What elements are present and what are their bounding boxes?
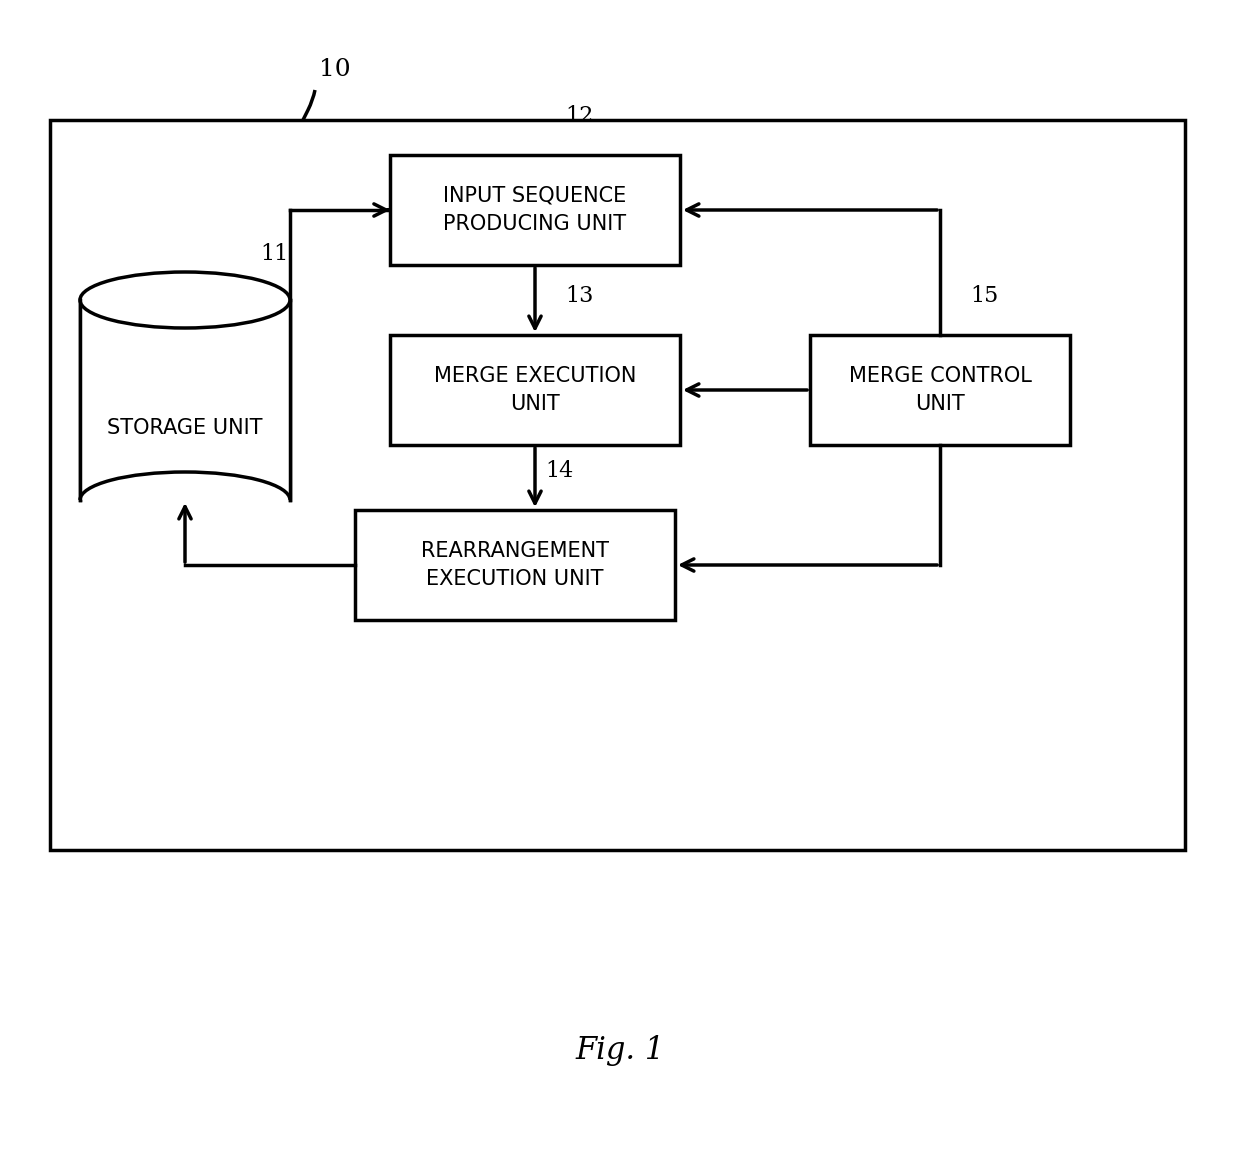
Bar (391, 336, 680, 445)
Bar (50, 120, 1185, 850)
Text: MERGE EXECUTION
UNIT: MERGE EXECUTION UNIT (434, 366, 636, 414)
Text: 14: 14 (546, 460, 573, 482)
Bar (355, 510, 675, 620)
Text: 10: 10 (319, 59, 351, 81)
Text: Fig. 1: Fig. 1 (575, 1034, 665, 1066)
Text: REARRANGEMENT
EXECUTION UNIT: REARRANGEMENT EXECUTION UNIT (422, 541, 609, 589)
Text: STORAGE UNIT: STORAGE UNIT (107, 418, 263, 439)
Bar (391, 155, 680, 265)
Text: 15: 15 (970, 285, 998, 307)
Text: 12: 12 (565, 105, 593, 127)
Bar (810, 336, 1070, 445)
Ellipse shape (81, 272, 290, 327)
Bar (81, 300, 290, 500)
Text: 13: 13 (565, 285, 594, 307)
Text: MERGE CONTROL
UNIT: MERGE CONTROL UNIT (848, 366, 1032, 414)
Text: INPUT SEQUENCE
PRODUCING UNIT: INPUT SEQUENCE PRODUCING UNIT (444, 186, 626, 234)
Text: 11: 11 (260, 243, 288, 265)
